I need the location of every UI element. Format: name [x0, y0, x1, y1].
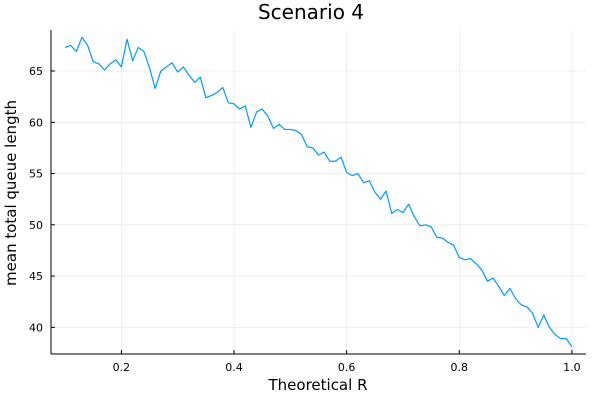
x-tick-label: 0.8 — [451, 361, 469, 374]
y-tick-label: 50 — [29, 219, 43, 232]
x-axis-label: Theoretical R — [268, 376, 368, 394]
x-tick-label: 0.2 — [113, 361, 131, 374]
tick-labels: 0.2 0.4 0.6 0.8 1.0 40 45 50 55 60 65 — [29, 65, 581, 374]
series-line — [64, 36, 573, 348]
y-tick-label: 65 — [29, 65, 43, 78]
y-tick-label: 40 — [29, 321, 43, 334]
grid-lines — [51, 30, 586, 354]
axes — [50, 30, 586, 355]
y-tick-label: 60 — [29, 116, 43, 129]
y-tick-label: 45 — [29, 270, 43, 283]
x-tick-label: 0.6 — [338, 361, 356, 374]
y-axis-label: mean total queue length — [2, 100, 20, 286]
y-tick-label: 55 — [29, 168, 43, 181]
x-tick-label: 1.0 — [563, 361, 581, 374]
chart-title: Scenario 4 — [258, 0, 364, 24]
x-tick-label: 0.4 — [225, 361, 243, 374]
series-layer — [64, 36, 573, 348]
